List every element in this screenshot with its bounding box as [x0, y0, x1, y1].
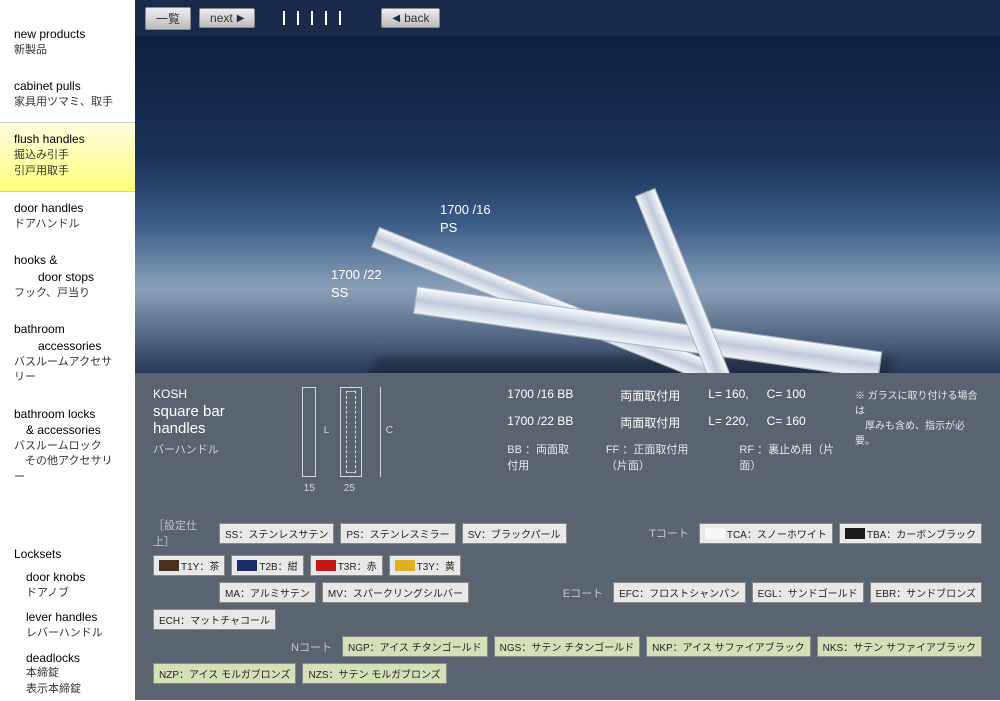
sidebar-item[interactable]: door handlesドアハンドル	[0, 192, 135, 244]
sidebar-item[interactable]: hooks & door stopsフック、戸当り	[0, 244, 135, 313]
finish-chip[interactable]: EGL：サンドゴールド	[752, 582, 864, 603]
coat-label: Nコート	[291, 639, 332, 655]
finish-chip[interactable]: TBA：カーボンブラック	[839, 523, 982, 544]
finish-chip[interactable]: T1Y：茶	[153, 555, 225, 576]
finish-chip[interactable]: T3R：赤	[310, 555, 383, 576]
lockset-item[interactable]: lever handlesレバーハンドル	[0, 605, 135, 645]
sidebar-item[interactable]: bathroom locks & accessoriesバスルームロック その他…	[0, 398, 135, 498]
sidebar-item[interactable]: new products新製品	[0, 18, 135, 70]
spec-row: 1700 /16 BB両面取付用L= 160,C= 100	[507, 387, 835, 404]
finish-chip[interactable]: SV：ブラックパール	[462, 523, 567, 544]
finish-row: MA：アルミサテン MV：スパークリングシルバー Eコート EFC：フロストシャンパン…	[153, 582, 982, 630]
hero-label: 1700 /16PS	[440, 201, 491, 237]
sidebar-item[interactable]: bathroom accessoriesバスルームアクセサリー	[0, 313, 135, 397]
sidebar-item[interactable]: cabinet pulls家具用ツマミ、取手	[0, 70, 135, 122]
finish-chip[interactable]: ECH：マットチャコール	[153, 609, 276, 630]
spec-table: 1700 /16 BB両面取付用L= 160,C= 100 1700 /22 BB…	[507, 387, 835, 507]
back-button[interactable]: ◀ back	[381, 8, 440, 28]
lockset-item[interactable]: deadlocks本締錠表示本締錠	[0, 646, 135, 701]
finish-chip[interactable]: EBR：サンドブロンズ	[870, 582, 982, 603]
sidebar: new products新製品cabinet pulls家具用ツマミ、取手flu…	[0, 0, 135, 700]
lockset-item[interactable]: door knobsドアノブ	[0, 565, 135, 605]
spec-row: 1700 /22 BB両面取付用L= 220,C= 160	[507, 414, 835, 431]
page-indicator[interactable]	[297, 11, 299, 25]
page-indicator[interactable]	[339, 11, 341, 25]
product-name: square bar handles	[153, 403, 262, 437]
main-area: 一覧 next ▶ ◀ back 1700 /16PS 1700 /22SS KO…	[135, 0, 1000, 700]
finish-panel: ［設定仕上］ SS：ステンレスサテン PS：ステンレスミラー SV：ブラックパール Tコ…	[135, 513, 1000, 700]
product-hero: 1700 /16PS 1700 /22SS	[135, 36, 1000, 373]
next-button[interactable]: next ▶	[199, 8, 255, 28]
finish-chip[interactable]: NGS：サテン チタンゴールド	[494, 636, 640, 657]
topbar: 一覧 next ▶ ◀ back	[135, 0, 1000, 36]
spec-panel: KOSH square bar handles バーハンドル L C 15 25…	[135, 373, 1000, 513]
page-indicator[interactable]	[283, 11, 285, 25]
finish-chip[interactable]: NKP：アイス サファイアブラック	[646, 636, 811, 657]
dimension-diagram: L C 15 25	[282, 387, 418, 507]
finish-chip[interactable]: PS：ステンレスミラー	[340, 523, 455, 544]
finish-row: Nコート NGP：アイス チタンゴールド NGS：サテン チタンゴールド NKP：アイ…	[153, 636, 982, 684]
finish-chip[interactable]: NGP：アイス チタンゴールド	[342, 636, 488, 657]
list-button[interactable]: 一覧	[145, 7, 191, 30]
finish-chip[interactable]: EFC：フロストシャンパン	[613, 582, 746, 603]
hero-label: 1700 /22SS	[331, 266, 382, 302]
mount-type: BB ：両面取付用	[507, 441, 576, 473]
finish-chip[interactable]: T2B：紺	[231, 555, 303, 576]
finish-chip[interactable]: MA：アルミサテン	[219, 582, 316, 603]
page-indicator[interactable]	[325, 11, 327, 25]
finish-chip[interactable]: NZP：アイス モルガブロンズ	[153, 663, 296, 684]
coat-label: Eコート	[563, 585, 603, 601]
product-brand: KOSH	[153, 387, 262, 401]
coat-label: Tコート	[649, 525, 689, 541]
mount-type: FF ：正面取付用（片面）	[606, 441, 710, 473]
locksets-title: Locksets	[0, 497, 135, 565]
finish-chip[interactable]: T3Y：黄	[389, 555, 461, 576]
finish-chip[interactable]: MV：スパークリングシルバー	[322, 582, 469, 603]
sidebar-item[interactable]: flush handles掘込み引手引戸用取手	[0, 122, 135, 192]
page-indicator[interactable]	[311, 11, 313, 25]
finish-chip[interactable]: SS：ステンレスサテン	[219, 523, 334, 544]
glass-note: ※ ガラスに取り付ける場合は 厚みも含め、指示が必要。	[855, 387, 982, 507]
product-name-jp: バーハンドル	[153, 441, 262, 457]
finish-section-label: ［設定仕上］	[153, 517, 213, 549]
finish-row: ［設定仕上］ SS：ステンレスサテン PS：ステンレスミラー SV：ブラックパール Tコ…	[153, 517, 982, 576]
finish-chip[interactable]: NKS：サテン サファイアブラック	[817, 636, 982, 657]
finish-chip[interactable]: NZS：サテン モルガブロンズ	[302, 663, 446, 684]
mount-type: RF ：裏止め用（片面）	[739, 441, 835, 473]
finish-chip[interactable]: TCA：スノーホワイト	[699, 523, 833, 544]
